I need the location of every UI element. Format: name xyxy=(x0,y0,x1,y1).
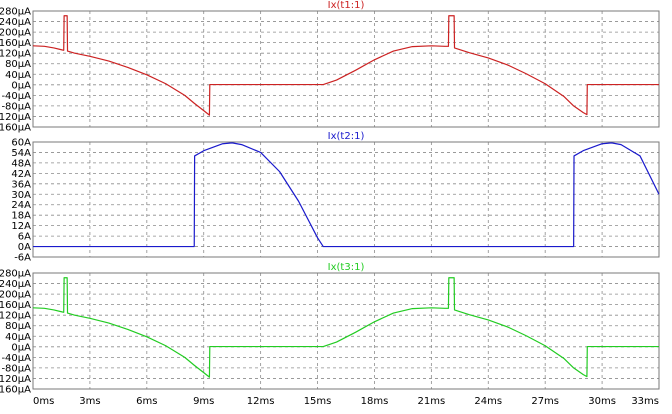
panel-title: Ix(t2:1) xyxy=(328,131,365,142)
y-tick-label: 80µA xyxy=(5,321,31,332)
y-tick-label: 6A xyxy=(18,232,31,243)
series-line xyxy=(32,15,659,116)
plot-panel-3: 280µA240µA200µA160µA120µA80µA40µA0µA-40µ… xyxy=(0,262,660,396)
y-tick-label: 48A xyxy=(11,158,31,169)
y-tick-label: 280µA xyxy=(0,269,31,280)
x-tick-label: 6ms xyxy=(136,396,157,407)
y-tick-label: 42A xyxy=(11,169,31,180)
panel-frame xyxy=(32,141,660,258)
y-tick-label: 80µA xyxy=(5,59,31,70)
y-tick-label: -80µA xyxy=(1,363,31,374)
y-tick-label: 24A xyxy=(11,200,31,211)
plot-panel-1: 280µA240µA200µA160µA120µA80µA40µA0µA-40µ… xyxy=(0,0,660,134)
panel-frame xyxy=(32,10,660,128)
y-tick-label: 30A xyxy=(11,190,31,201)
panel-title: Ix(t3:1) xyxy=(328,262,365,273)
y-tick-label: 18A xyxy=(11,211,31,222)
y-tick-label: 240µA xyxy=(0,279,31,290)
y-tick-label: 0µA xyxy=(11,80,31,91)
y-tick-label: 160µA xyxy=(0,38,31,49)
y-tick-label: 0A xyxy=(18,242,31,253)
y-tick-label: 0µA xyxy=(11,342,31,353)
x-tick-label: 18ms xyxy=(361,396,389,407)
y-tick-label: 120µA xyxy=(0,49,31,60)
x-tick-label: 9ms xyxy=(193,396,214,407)
x-tick-label: 30ms xyxy=(588,396,616,407)
y-tick-label: 36A xyxy=(11,179,31,190)
y-tick-label: 280µA xyxy=(0,7,31,18)
y-tick-label: 240µA xyxy=(0,17,31,28)
y-tick-label: 120µA xyxy=(0,311,31,322)
y-tick-label: 12A xyxy=(11,221,31,232)
y-tick-label: -40µA xyxy=(1,353,31,364)
y-tick-label: -160µA xyxy=(0,385,31,396)
y-tick-label: 40µA xyxy=(5,70,31,81)
y-tick-label: -40µA xyxy=(1,91,31,102)
panel-title: Ix(t1:1) xyxy=(328,0,365,11)
y-tick-label: 40µA xyxy=(5,332,31,343)
x-tick-label: 12ms xyxy=(247,396,275,407)
series-line xyxy=(32,277,659,378)
y-tick-label: 160µA xyxy=(0,300,31,311)
y-tick-label: -80µA xyxy=(1,101,31,112)
x-tick-label: 21ms xyxy=(418,396,446,407)
x-tick-label: 15ms xyxy=(304,396,332,407)
y-tick-label: 60A xyxy=(11,138,31,149)
x-tick-label: 3ms xyxy=(79,396,100,407)
y-tick-label: -6A xyxy=(14,253,31,264)
y-tick-label: 200µA xyxy=(0,290,31,301)
x-tick-label: 0ms xyxy=(33,396,54,407)
y-tick-label: 54A xyxy=(11,148,31,159)
panel-frame xyxy=(32,272,660,390)
x-tick-label: 27ms xyxy=(531,396,559,407)
x-tick-label: 33ms xyxy=(631,396,659,407)
y-tick-label: -160µA xyxy=(0,123,31,134)
series-line xyxy=(33,142,660,248)
y-tick-label: -120µA xyxy=(0,374,31,385)
y-tick-label: -120µA xyxy=(0,112,31,123)
x-tick-label: 24ms xyxy=(474,396,502,407)
y-tick-label: 200µA xyxy=(0,28,31,39)
